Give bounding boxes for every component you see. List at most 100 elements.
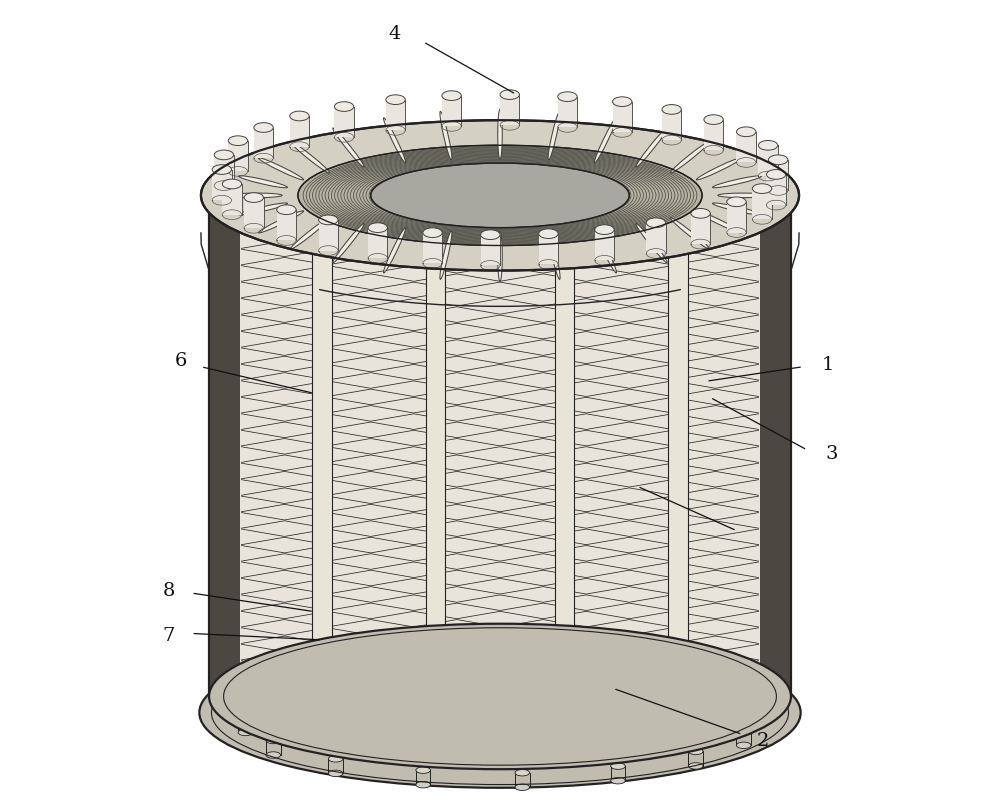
Polygon shape [228, 140, 248, 171]
Ellipse shape [239, 176, 287, 188]
Ellipse shape [691, 208, 710, 218]
Polygon shape [442, 96, 461, 127]
Text: 6: 6 [175, 352, 187, 370]
Ellipse shape [426, 689, 445, 696]
Polygon shape [766, 174, 786, 205]
Polygon shape [214, 155, 234, 186]
Ellipse shape [258, 211, 304, 233]
Polygon shape [209, 195, 240, 697]
Ellipse shape [266, 737, 281, 744]
Ellipse shape [334, 101, 354, 111]
Ellipse shape [555, 196, 574, 203]
Polygon shape [212, 169, 232, 200]
Ellipse shape [688, 749, 703, 754]
Ellipse shape [636, 128, 667, 167]
Ellipse shape [481, 230, 500, 239]
Ellipse shape [498, 231, 502, 281]
Ellipse shape [736, 727, 751, 734]
Ellipse shape [613, 97, 632, 106]
Ellipse shape [611, 763, 625, 770]
Ellipse shape [515, 784, 530, 791]
Polygon shape [727, 202, 746, 233]
Polygon shape [768, 160, 788, 191]
Ellipse shape [423, 228, 442, 238]
Polygon shape [758, 145, 778, 176]
Ellipse shape [736, 127, 756, 136]
Ellipse shape [696, 211, 742, 233]
Ellipse shape [228, 135, 248, 145]
Ellipse shape [258, 158, 304, 180]
Polygon shape [595, 230, 614, 260]
Ellipse shape [386, 95, 405, 105]
Ellipse shape [416, 782, 430, 788]
Polygon shape [426, 200, 445, 693]
Ellipse shape [713, 203, 761, 215]
Polygon shape [668, 200, 688, 693]
Text: 7: 7 [162, 627, 175, 645]
Ellipse shape [670, 217, 710, 249]
Ellipse shape [727, 197, 746, 207]
Text: 8: 8 [162, 582, 175, 600]
Ellipse shape [758, 140, 778, 150]
Ellipse shape [719, 681, 734, 688]
Ellipse shape [277, 205, 296, 215]
Ellipse shape [297, 671, 312, 677]
Text: 1: 1 [821, 356, 834, 374]
Polygon shape [539, 234, 558, 264]
Polygon shape [244, 198, 264, 228]
Ellipse shape [736, 742, 751, 749]
Ellipse shape [249, 691, 264, 697]
Ellipse shape [570, 667, 584, 673]
Ellipse shape [319, 215, 338, 225]
Polygon shape [555, 200, 574, 693]
Polygon shape [613, 101, 632, 132]
Ellipse shape [747, 704, 762, 710]
Ellipse shape [290, 217, 330, 249]
Polygon shape [646, 223, 666, 254]
Ellipse shape [290, 111, 309, 121]
Ellipse shape [312, 689, 332, 696]
Ellipse shape [368, 223, 387, 233]
Ellipse shape [375, 656, 389, 663]
Ellipse shape [383, 228, 406, 273]
Ellipse shape [657, 678, 672, 684]
Ellipse shape [440, 111, 452, 161]
Ellipse shape [297, 685, 312, 692]
Ellipse shape [768, 155, 788, 165]
Ellipse shape [594, 118, 617, 163]
Ellipse shape [570, 652, 584, 659]
Ellipse shape [636, 224, 667, 263]
Polygon shape [386, 100, 405, 131]
Ellipse shape [657, 663, 672, 670]
Ellipse shape [254, 122, 273, 132]
Ellipse shape [668, 689, 688, 696]
Ellipse shape [298, 145, 702, 246]
Ellipse shape [539, 229, 558, 238]
Ellipse shape [555, 689, 574, 696]
Ellipse shape [383, 118, 406, 163]
Ellipse shape [249, 706, 264, 712]
Ellipse shape [515, 770, 530, 776]
Ellipse shape [201, 120, 799, 271]
Ellipse shape [440, 230, 452, 279]
Ellipse shape [688, 762, 703, 769]
Ellipse shape [209, 624, 791, 769]
Ellipse shape [470, 650, 485, 656]
Polygon shape [691, 213, 710, 244]
Ellipse shape [238, 729, 253, 736]
Polygon shape [312, 200, 332, 693]
Ellipse shape [328, 756, 343, 762]
Ellipse shape [290, 142, 330, 173]
Ellipse shape [416, 767, 430, 774]
Ellipse shape [498, 109, 502, 159]
Ellipse shape [214, 150, 234, 160]
Ellipse shape [212, 165, 232, 174]
Polygon shape [760, 195, 791, 697]
Ellipse shape [718, 193, 768, 198]
Text: 3: 3 [825, 445, 838, 463]
Ellipse shape [470, 664, 485, 671]
Ellipse shape [704, 114, 723, 124]
Ellipse shape [239, 203, 287, 215]
Polygon shape [481, 234, 500, 265]
Polygon shape [209, 195, 791, 697]
